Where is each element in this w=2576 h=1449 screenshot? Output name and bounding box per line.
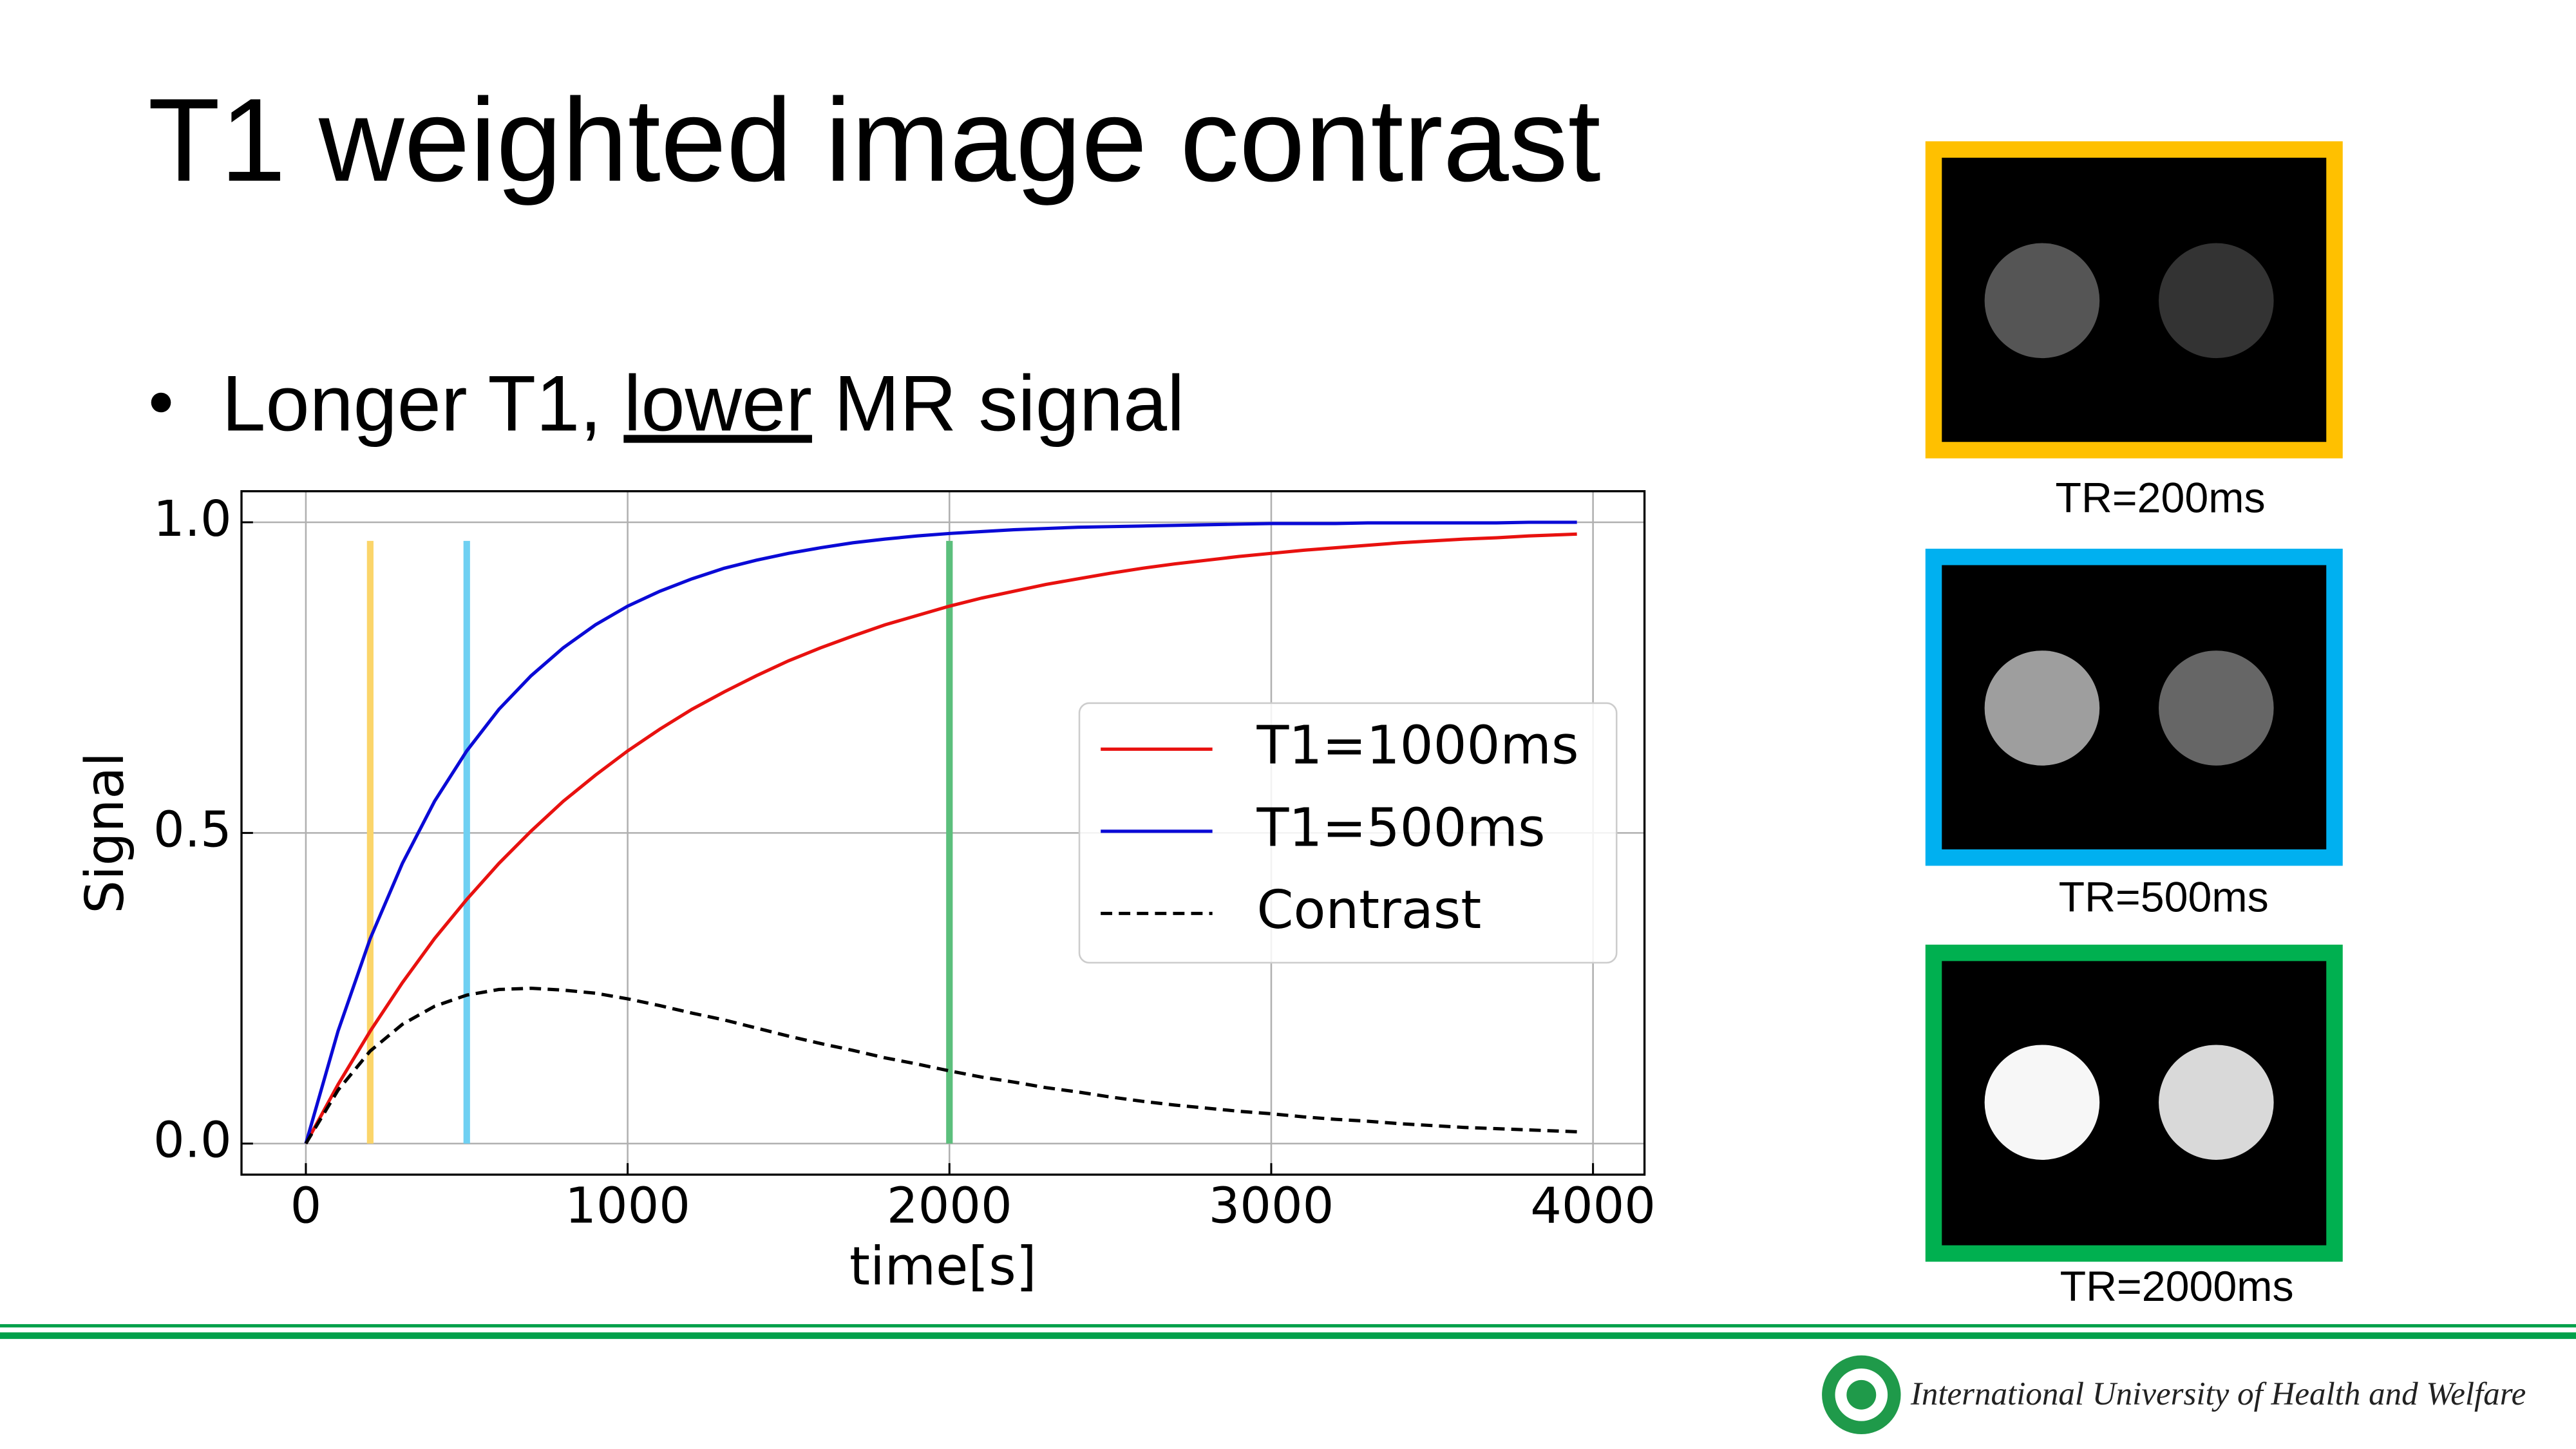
series-line xyxy=(304,520,1577,1144)
plot-frame xyxy=(240,490,1646,1176)
bullet-part: Longer T1, xyxy=(222,359,623,447)
x-tick-label: 4000 xyxy=(1530,1178,1656,1235)
x-tick-label: 2000 xyxy=(887,1178,1012,1235)
series-line xyxy=(304,532,1577,1144)
x-tick-label: 0 xyxy=(290,1178,322,1235)
slide-title: T1 weighted image contrast xyxy=(148,74,1601,206)
y-tick-label: 0.0 xyxy=(153,1112,232,1170)
phantom xyxy=(2159,650,2274,766)
x-axis-label: time[s] xyxy=(849,1236,1037,1297)
chart: 0 1000 2000 3000 4000 0.0 0.5 1.0 time[s] Signal T… xyxy=(75,490,1656,1297)
legend-label: Contrast xyxy=(1257,880,1482,941)
phantom xyxy=(2159,1045,2274,1160)
phantom xyxy=(2159,243,2274,359)
phantom xyxy=(1984,1045,2100,1160)
y-tick-label: 0.5 xyxy=(153,801,232,858)
bullet-text: Longer T1, lower MR signal xyxy=(222,359,1184,447)
panel-label: TR=500ms xyxy=(2059,873,2269,921)
institution-name: International University of Health and W… xyxy=(1910,1376,2526,1412)
legend-label: T1=1000ms xyxy=(1256,715,1579,777)
y-tick-label: 1.0 xyxy=(153,491,232,548)
legend-label: T1=500ms xyxy=(1256,797,1546,858)
y-axis-label: Signal xyxy=(75,752,136,914)
x-tick-label: 1000 xyxy=(565,1178,690,1235)
panel-label: TR=2000ms xyxy=(2060,1263,2294,1311)
phantom xyxy=(1984,650,2100,766)
legend-box xyxy=(1078,702,1618,964)
bullet-part: MR signal xyxy=(812,359,1184,447)
x-tick-label: 3000 xyxy=(1209,1178,1334,1235)
logo xyxy=(1846,1379,1877,1410)
bullet-underlined: lower xyxy=(623,359,812,447)
series-line xyxy=(304,987,1577,1145)
bullet-dot xyxy=(151,392,171,413)
panel-label: TR=200ms xyxy=(2056,475,2266,522)
phantom xyxy=(1984,243,2100,359)
